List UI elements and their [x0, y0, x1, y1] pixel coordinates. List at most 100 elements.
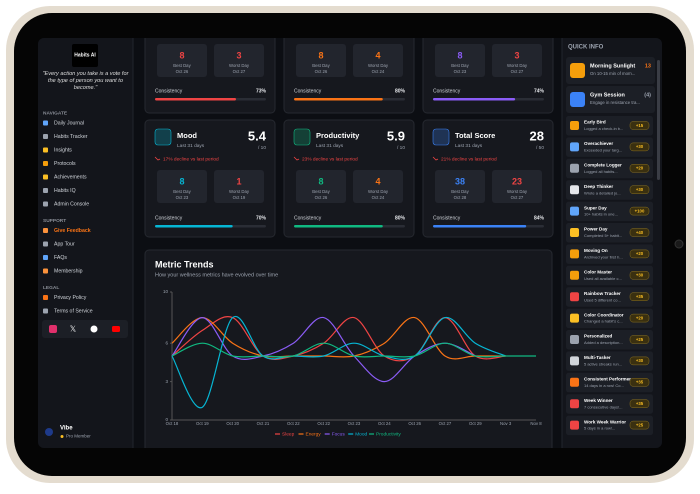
- legend-label[interactable]: Focus: [332, 431, 346, 437]
- nav-item[interactable]: Insights: [54, 147, 72, 153]
- metric-period: Last 31 days: [316, 143, 344, 149]
- achievement-row[interactable]: [566, 180, 653, 200]
- achievement-icon: [570, 313, 579, 323]
- consistency-value: 73%: [256, 88, 267, 94]
- y-tick-label: 0: [165, 417, 168, 422]
- logo-box: [72, 44, 98, 67]
- x-tick-label: Nov 3: [500, 421, 512, 426]
- stat-label: Worst Day: [507, 63, 528, 68]
- metric-change: 21% decline vs last period: [441, 156, 497, 162]
- consistency-label: Consistency: [433, 215, 461, 221]
- achievement-row[interactable]: [566, 415, 653, 436]
- nav-item[interactable]: App Tour: [54, 241, 75, 247]
- metric-period: Last 31 days: [177, 143, 205, 149]
- consistency-bar: [294, 98, 383, 101]
- achievement-icon: [570, 142, 579, 152]
- nav-item[interactable]: Membership: [54, 268, 83, 274]
- nav-item[interactable]: Privacy Policy: [54, 295, 87, 301]
- habit-icon: [570, 92, 585, 107]
- stat-box: [492, 44, 542, 77]
- achievement-row[interactable]: [566, 265, 653, 286]
- achievement-icon: [570, 270, 579, 280]
- scrollbar[interactable]: [657, 60, 660, 180]
- achievement-row[interactable]: [566, 244, 653, 264]
- metric-card: [283, 119, 415, 238]
- consistency-value: 74%: [534, 88, 545, 94]
- stat-label: Best Day: [451, 189, 469, 194]
- achievement-description: Used 5 different co...: [584, 297, 621, 302]
- x-tick-label: Oct 24: [378, 421, 391, 426]
- stat-label: Best Day: [173, 63, 191, 68]
- achievement-icon: [570, 206, 579, 216]
- nav-item[interactable]: Achievements: [54, 174, 87, 180]
- section-title: LEGAL: [43, 285, 59, 291]
- achievement-row[interactable]: [566, 116, 653, 136]
- avatar[interactable]: [45, 428, 53, 436]
- nav-icon: [43, 241, 48, 247]
- decline-arrow: [293, 156, 300, 161]
- achievement-description: Completed 5+ habit...: [584, 233, 622, 238]
- nav-item[interactable]: FAQs: [54, 255, 67, 261]
- points-badge: [629, 378, 650, 387]
- nav-icon: [43, 134, 48, 139]
- achievement-points: +35: [636, 401, 644, 406]
- achievement-row[interactable]: [566, 394, 653, 414]
- tiktok-icon[interactable]: [90, 325, 98, 333]
- series-line: [171, 316, 506, 360]
- achievement-row[interactable]: [566, 287, 653, 307]
- metric-icon: [432, 128, 450, 146]
- nav-item[interactable]: Daily Journal: [54, 120, 84, 126]
- stat-value: 8: [318, 176, 323, 186]
- legend-label[interactable]: Energy: [306, 431, 322, 437]
- legend-label[interactable]: Sleep: [282, 431, 295, 437]
- stat-date: Oct 26: [176, 69, 189, 74]
- stat-label: Worst Day: [229, 189, 250, 194]
- nav-item[interactable]: Admin Console: [54, 201, 89, 207]
- legend-label[interactable]: Productivity: [376, 431, 401, 437]
- metric-title: Mood: [177, 131, 197, 140]
- stat-value: 3: [236, 50, 241, 60]
- points-badge: [629, 420, 650, 430]
- achievement-row[interactable]: [566, 158, 653, 179]
- habit-title: Morning Sunlight: [590, 63, 635, 69]
- legend-label[interactable]: Mood: [355, 431, 367, 437]
- nav-item[interactable]: Habits IQ: [54, 188, 76, 194]
- stat-value: 38: [455, 176, 465, 186]
- nav-icon: [43, 120, 48, 126]
- achievement-row[interactable]: [566, 330, 653, 350]
- x-icon[interactable]: 𝕏: [70, 325, 77, 334]
- achievement-description: 5 days in a row!...: [584, 426, 615, 431]
- habit-row[interactable]: [566, 57, 655, 84]
- youtube-icon[interactable]: [112, 326, 120, 332]
- achievement-row[interactable]: [566, 201, 653, 222]
- nav-item[interactable]: Terms of Service: [54, 308, 93, 314]
- stat-label: Worst Day: [507, 189, 528, 194]
- stat-box: [353, 44, 403, 77]
- nav-item[interactable]: Habits Tracker: [54, 134, 88, 140]
- metric-score: 5.9: [387, 128, 405, 143]
- y-tick-label: 6: [165, 340, 168, 345]
- metric-change: 23% decline vs last period: [302, 156, 358, 162]
- consistency-value: 80%: [395, 88, 406, 94]
- instagram-icon[interactable]: [49, 325, 57, 333]
- nav-icon: [43, 295, 48, 300]
- stat-box: [435, 170, 485, 203]
- nav-item[interactable]: Protocols: [54, 161, 76, 167]
- metric-card: [144, 119, 276, 238]
- metric-icon: [293, 128, 311, 146]
- habit-row[interactable]: [566, 86, 655, 113]
- nav-item[interactable]: Give Feedback: [54, 228, 91, 234]
- x-tick-label: Oct 23: [348, 421, 361, 426]
- achievement-row[interactable]: [566, 223, 653, 243]
- achievement-row[interactable]: [566, 137, 653, 157]
- metric-out-of: / 50: [536, 145, 544, 151]
- achievement-row[interactable]: [566, 351, 653, 371]
- stat-date: Oct 19: [233, 195, 246, 200]
- metric-out-of: / 10: [258, 145, 266, 151]
- stat-box: [157, 170, 207, 203]
- metric-score: 5.4: [248, 128, 267, 143]
- achievement-points: +20: [636, 251, 644, 256]
- achievement-row[interactable]: [566, 308, 653, 329]
- achievement-row[interactable]: [566, 372, 653, 393]
- achievement-icon: [570, 356, 579, 366]
